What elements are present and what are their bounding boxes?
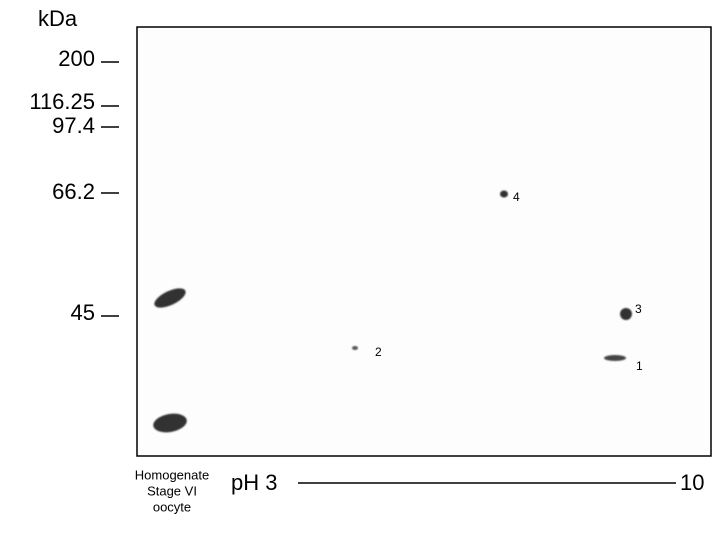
spot-label: 2 bbox=[375, 345, 382, 359]
ph-end: 10 bbox=[680, 470, 704, 495]
lane-spot bbox=[154, 288, 186, 308]
marker-label: 116.25 bbox=[29, 89, 95, 114]
gel bbox=[136, 26, 712, 457]
lane-label: oocyte bbox=[153, 499, 191, 514]
spot bbox=[500, 190, 508, 198]
spot bbox=[620, 308, 632, 320]
spot bbox=[604, 355, 626, 361]
lane-label: Stage VI bbox=[147, 483, 197, 498]
marker-label: 66.2 bbox=[52, 179, 95, 204]
spots bbox=[153, 190, 632, 433]
spot-label: 3 bbox=[635, 302, 642, 316]
spot bbox=[352, 346, 358, 350]
spot-label: 4 bbox=[513, 190, 520, 204]
ph-start: pH 3 bbox=[231, 470, 277, 495]
marker-label: 200 bbox=[58, 46, 95, 71]
marker-label: 97.4 bbox=[52, 113, 95, 138]
marker-label: 45 bbox=[71, 300, 95, 325]
spot-label: 1 bbox=[636, 359, 643, 373]
lane-label: Homogenate bbox=[135, 467, 209, 482]
unit-label: kDa bbox=[38, 6, 78, 31]
lane-spot bbox=[153, 413, 187, 433]
